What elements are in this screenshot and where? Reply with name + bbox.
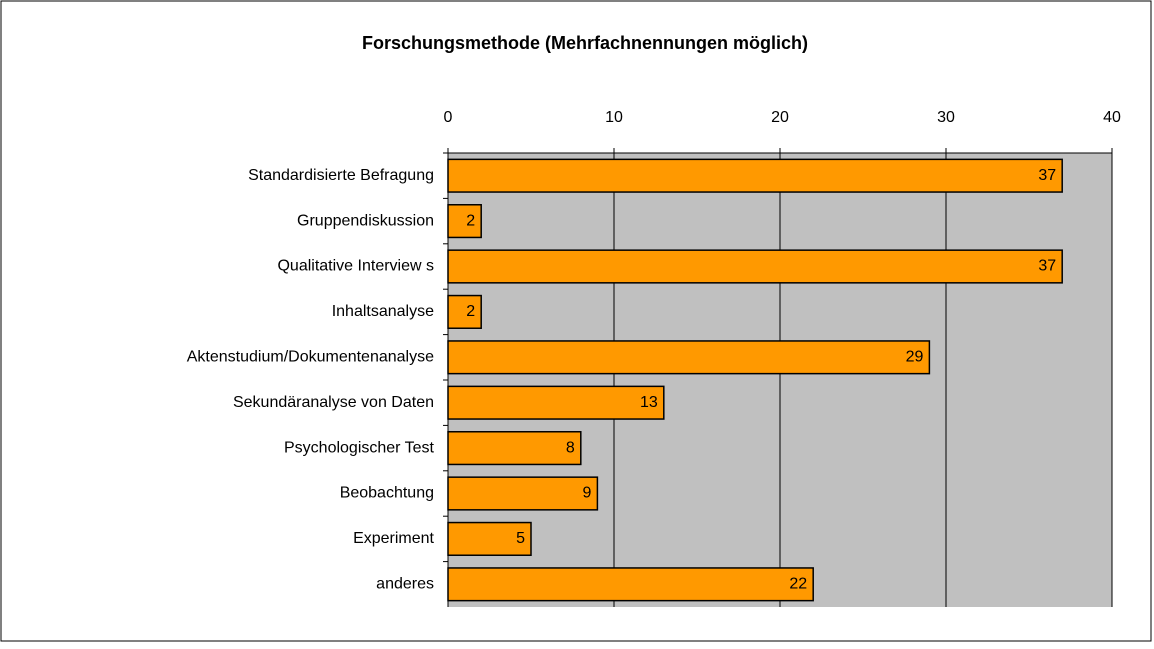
y-tick-label: Qualitative Interview s xyxy=(277,258,434,275)
data-label: 8 xyxy=(566,439,575,456)
y-tick-label: Sekundäranalyse von Daten xyxy=(233,394,434,411)
data-label: 37 xyxy=(1038,167,1056,184)
x-tick-label: 40 xyxy=(1103,109,1121,126)
bar xyxy=(447,385,665,420)
chart-title: Forschungsmethode (Mehrfachnennungen mög… xyxy=(362,33,808,53)
x-tick-label: 0 xyxy=(444,109,453,126)
data-label: 29 xyxy=(906,349,924,366)
bar xyxy=(447,567,814,602)
bar xyxy=(447,340,931,375)
bar xyxy=(447,431,582,466)
bar xyxy=(447,294,482,329)
bar xyxy=(447,204,482,239)
bar xyxy=(447,521,532,556)
data-label: 13 xyxy=(640,394,658,411)
y-tick-label: Inhaltsanalyse xyxy=(332,303,434,320)
bar xyxy=(447,476,599,511)
y-tick-label: Experiment xyxy=(353,530,434,547)
bar xyxy=(447,249,1063,284)
data-label: 37 xyxy=(1038,258,1056,275)
y-tick-label: Psychologischer Test xyxy=(284,439,435,456)
y-tick-label: Gruppendiskussion xyxy=(297,212,434,229)
x-tick-label: 30 xyxy=(937,109,955,126)
y-tick-label: Beobachtung xyxy=(340,485,434,502)
y-tick-label: Standardisierte Befragung xyxy=(248,167,434,184)
data-label: 2 xyxy=(466,303,475,320)
bar xyxy=(447,158,1063,193)
x-tick-label: 10 xyxy=(605,109,623,126)
y-tick-label: Aktenstudium/Dokumentenanalyse xyxy=(187,349,434,366)
data-label: 22 xyxy=(789,576,807,593)
y-tick-label: anderes xyxy=(376,576,434,593)
data-label: 9 xyxy=(582,485,591,502)
data-label: 5 xyxy=(516,530,525,547)
data-label: 2 xyxy=(466,212,475,229)
x-tick-label: 20 xyxy=(771,109,789,126)
